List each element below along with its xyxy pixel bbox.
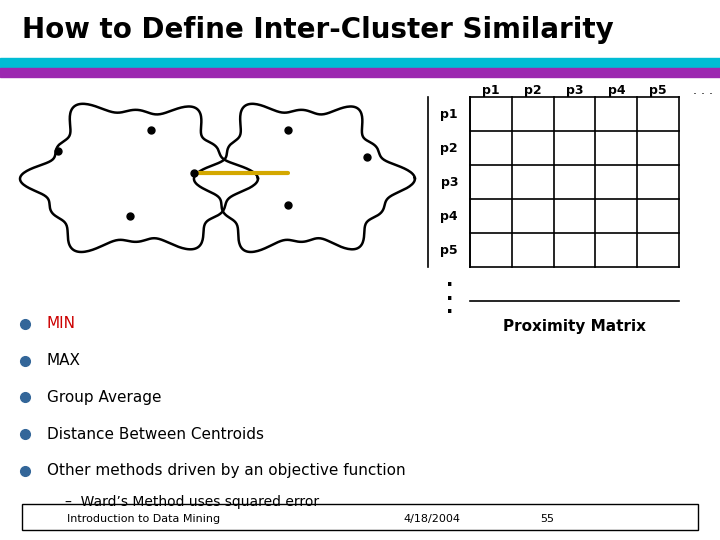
Text: p1: p1 <box>441 107 458 120</box>
Bar <box>0 58 720 68</box>
Text: .: . <box>446 285 453 303</box>
Text: MAX: MAX <box>47 353 81 368</box>
Text: Introduction to Data Mining: Introduction to Data Mining <box>68 515 220 524</box>
Text: How to Define Inter-Cluster Similarity: How to Define Inter-Cluster Similarity <box>22 16 613 44</box>
Text: –  Ward’s Method uses squared error: – Ward’s Method uses squared error <box>65 495 319 509</box>
Text: p3: p3 <box>441 176 458 188</box>
Text: p4: p4 <box>441 210 458 222</box>
Text: p4: p4 <box>608 84 625 97</box>
Text: 4/18/2004: 4/18/2004 <box>403 515 461 524</box>
Text: p1: p1 <box>482 84 500 97</box>
Text: Distance Between Centroids: Distance Between Centroids <box>47 427 264 442</box>
Text: p2: p2 <box>524 84 541 97</box>
Text: MIN: MIN <box>47 316 76 332</box>
Text: p5: p5 <box>441 244 458 256</box>
Text: 55: 55 <box>540 515 554 524</box>
Text: Proximity Matrix: Proximity Matrix <box>503 319 646 334</box>
Text: . . .: . . . <box>693 84 714 97</box>
Bar <box>0 68 720 77</box>
Text: p2: p2 <box>441 141 458 154</box>
Text: p5: p5 <box>649 84 667 97</box>
Text: Other methods driven by an objective function: Other methods driven by an objective fun… <box>47 463 405 478</box>
Text: .: . <box>446 298 453 317</box>
Bar <box>22 504 698 530</box>
Text: Group Average: Group Average <box>47 390 161 405</box>
Text: p3: p3 <box>566 84 583 97</box>
Text: .: . <box>446 271 453 290</box>
